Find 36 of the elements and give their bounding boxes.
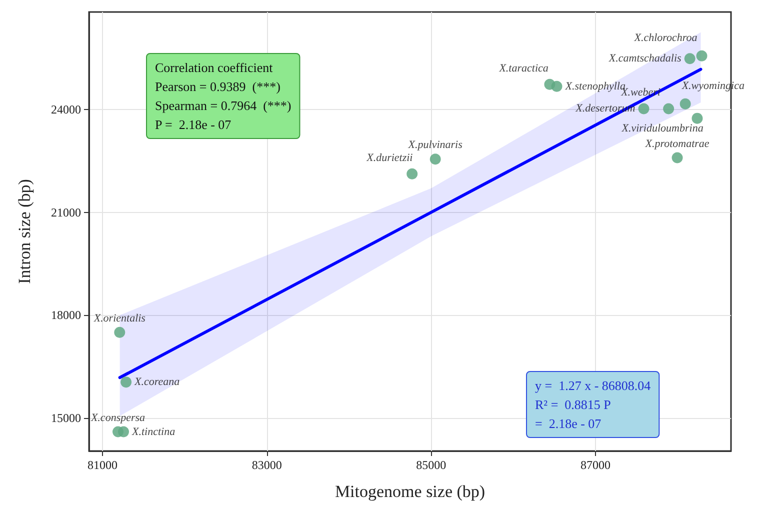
data-label: X.pulvinaris <box>407 139 462 152</box>
text: Correlation coefficient Pearson = 0.9389 (***) Spearman = 0.7964 (***) P = 2.18e - 07 <box>155 60 292 132</box>
x-axis-title: Mitogenome size (bp) <box>334 482 486 501</box>
point <box>551 80 562 92</box>
data-label: X.chlorochroa <box>633 32 698 44</box>
point <box>692 112 703 124</box>
point <box>638 103 650 114</box>
y-tick-label: 21000 <box>51 205 81 220</box>
data-label: X.camtschadalis <box>608 52 682 65</box>
point <box>663 103 674 114</box>
annotation: y = 1.27 x - 86808.04 R² = 0.8815 P = 2.18e - 07 <box>535 378 652 431</box>
point <box>120 376 132 388</box>
data-label: X.taractica <box>498 62 549 74</box>
x-tick-label: 87000 <box>580 458 610 472</box>
point <box>696 50 708 62</box>
point <box>684 53 696 64</box>
y-axis-title: Intron size (bp) <box>15 179 34 284</box>
point <box>680 98 691 110</box>
data-label: X.orientalis <box>92 312 146 324</box>
y-tick-label: 18000 <box>51 308 81 322</box>
point <box>118 426 130 438</box>
x-tick-label: 85000 <box>416 458 446 472</box>
data-label: X.conspersa <box>90 412 146 424</box>
point <box>430 154 441 165</box>
point <box>672 152 683 164</box>
x-tick-label: 83000 <box>252 458 282 472</box>
data-label: X.viriduloumbrina <box>620 122 704 134</box>
data-label: X.durietzii <box>366 152 413 164</box>
data-label: X.coreana <box>134 376 180 388</box>
x-tick-label: 81000 <box>88 458 118 472</box>
data-label: X.protomatrae <box>644 138 710 150</box>
point <box>114 326 126 338</box>
data-label: X.tinctina <box>131 426 176 438</box>
y-tick-label: 15000 <box>51 411 81 426</box>
y-tick-label: 24000 <box>51 102 81 116</box>
point <box>406 168 418 180</box>
